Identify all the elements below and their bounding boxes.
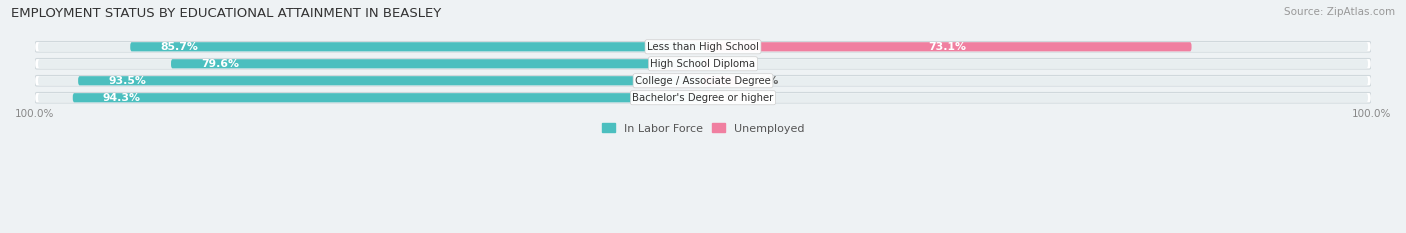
Text: High School Diploma: High School Diploma: [651, 59, 755, 69]
Text: College / Associate Degree: College / Associate Degree: [636, 76, 770, 86]
Text: 85.7%: 85.7%: [160, 42, 198, 52]
Text: 1.1%: 1.1%: [720, 59, 751, 69]
Text: Less than High School: Less than High School: [647, 42, 759, 52]
FancyBboxPatch shape: [35, 75, 1371, 86]
FancyBboxPatch shape: [35, 58, 1371, 69]
Text: 0.0%: 0.0%: [713, 93, 744, 103]
FancyBboxPatch shape: [38, 42, 1368, 51]
Text: Bachelor's Degree or higher: Bachelor's Degree or higher: [633, 93, 773, 103]
Text: 73.1%: 73.1%: [928, 42, 966, 52]
FancyBboxPatch shape: [703, 42, 1191, 51]
FancyBboxPatch shape: [172, 59, 703, 68]
FancyBboxPatch shape: [79, 76, 703, 85]
FancyBboxPatch shape: [131, 42, 703, 51]
Text: 79.6%: 79.6%: [201, 59, 239, 69]
FancyBboxPatch shape: [35, 93, 1371, 103]
Legend: In Labor Force, Unemployed: In Labor Force, Unemployed: [598, 119, 808, 138]
FancyBboxPatch shape: [38, 76, 1368, 85]
Text: 5.2%: 5.2%: [748, 76, 778, 86]
FancyBboxPatch shape: [703, 76, 738, 85]
FancyBboxPatch shape: [38, 93, 1368, 102]
Text: 93.5%: 93.5%: [108, 76, 146, 86]
Text: Source: ZipAtlas.com: Source: ZipAtlas.com: [1284, 7, 1395, 17]
FancyBboxPatch shape: [703, 59, 710, 68]
Text: EMPLOYMENT STATUS BY EDUCATIONAL ATTAINMENT IN BEASLEY: EMPLOYMENT STATUS BY EDUCATIONAL ATTAINM…: [11, 7, 441, 20]
FancyBboxPatch shape: [35, 41, 1371, 52]
Text: 94.3%: 94.3%: [103, 93, 141, 103]
FancyBboxPatch shape: [73, 93, 703, 102]
FancyBboxPatch shape: [38, 59, 1368, 68]
